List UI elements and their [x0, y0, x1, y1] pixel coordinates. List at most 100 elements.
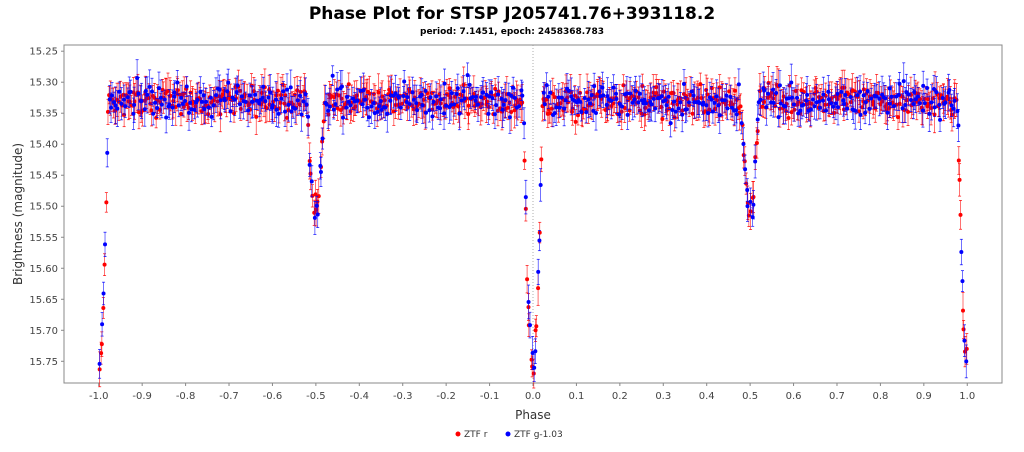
- data-point: [170, 105, 175, 110]
- data-point: [724, 93, 729, 98]
- x-tick-label: 0.4: [699, 391, 715, 402]
- data-point: [467, 82, 472, 87]
- data-point: [541, 90, 546, 95]
- data-point: [592, 84, 597, 89]
- data-point: [812, 104, 817, 109]
- data-point: [810, 97, 815, 102]
- data-point: [892, 104, 897, 109]
- data-point: [304, 102, 309, 107]
- data-point: [215, 99, 220, 104]
- data-point: [614, 97, 619, 102]
- data-point: [958, 212, 963, 217]
- data-point: [274, 107, 279, 112]
- data-point: [135, 76, 140, 81]
- data-point: [501, 102, 506, 107]
- data-point: [512, 95, 517, 100]
- data-point: [115, 106, 120, 111]
- data-point: [960, 279, 965, 284]
- data-point: [921, 83, 926, 88]
- data-point: [375, 109, 380, 114]
- data-point: [361, 88, 366, 93]
- data-point: [226, 80, 231, 85]
- data-point: [519, 88, 524, 93]
- data-point: [225, 89, 230, 94]
- data-point: [139, 98, 144, 103]
- data-point: [184, 84, 189, 89]
- data-point: [293, 106, 298, 111]
- data-point: [462, 96, 467, 101]
- data-point: [268, 90, 273, 95]
- data-point: [766, 91, 771, 96]
- data-point: [874, 94, 879, 99]
- data-point: [906, 92, 911, 97]
- x-tick-label: -0.2: [436, 391, 456, 402]
- data-point: [853, 108, 858, 113]
- data-point: [906, 109, 911, 114]
- data-point: [877, 96, 882, 101]
- data-point: [309, 179, 314, 184]
- data-point: [396, 95, 401, 100]
- data-point: [597, 89, 602, 94]
- data-point: [475, 102, 480, 107]
- data-point: [951, 106, 956, 111]
- x-tick-label: -0.3: [393, 391, 413, 402]
- data-point: [714, 94, 719, 99]
- data-point: [630, 100, 635, 105]
- data-point: [507, 115, 512, 120]
- data-point: [680, 112, 685, 117]
- data-point: [704, 103, 709, 108]
- data-point: [666, 94, 671, 99]
- data-point: [457, 111, 462, 116]
- x-tick-label: 0.1: [568, 391, 584, 402]
- data-point: [348, 103, 353, 108]
- data-point: [637, 91, 642, 96]
- data-point: [701, 100, 706, 105]
- data-point: [544, 83, 549, 88]
- x-tick-label: 0.0: [525, 391, 541, 402]
- data-point: [949, 112, 954, 117]
- data-point: [725, 106, 730, 111]
- data-point: [938, 117, 943, 122]
- data-point: [678, 100, 683, 105]
- data-point: [845, 106, 850, 111]
- data-point: [335, 87, 340, 92]
- data-point: [103, 242, 108, 247]
- data-point: [534, 324, 539, 329]
- data-point: [628, 91, 633, 96]
- y-tick-label: 15.40: [29, 140, 58, 151]
- data-point: [312, 215, 317, 220]
- data-point: [466, 103, 471, 108]
- data-point: [460, 93, 465, 98]
- data-point: [442, 81, 447, 86]
- data-point: [298, 93, 303, 98]
- data-point: [751, 202, 756, 207]
- data-point: [691, 93, 696, 98]
- data-point: [745, 204, 750, 209]
- data-point: [670, 108, 675, 113]
- x-tick-label: 0.5: [742, 391, 758, 402]
- data-point: [795, 95, 800, 100]
- data-point: [401, 93, 406, 98]
- data-point: [929, 106, 934, 111]
- data-point: [405, 95, 410, 100]
- data-point: [716, 103, 721, 108]
- data-point: [817, 99, 822, 104]
- data-point: [934, 90, 939, 95]
- data-point: [786, 96, 791, 101]
- data-point: [889, 94, 894, 99]
- data-point: [175, 80, 180, 85]
- y-axis: 15.25 15.30 15.35 15.40 15.45 15.50 15.55 15.60…: [29, 47, 64, 368]
- data-point: [732, 88, 737, 93]
- data-point: [940, 96, 945, 101]
- data-point: [922, 101, 927, 106]
- data-point: [821, 92, 826, 97]
- data-point: [738, 104, 743, 109]
- data-point: [473, 98, 478, 103]
- legend-marker: [505, 431, 511, 437]
- data-point: [419, 92, 424, 97]
- x-tick-label: -0.9: [132, 391, 152, 402]
- data-point: [484, 99, 489, 104]
- data-point: [741, 141, 746, 146]
- data-point: [496, 92, 501, 97]
- data-point: [377, 104, 382, 109]
